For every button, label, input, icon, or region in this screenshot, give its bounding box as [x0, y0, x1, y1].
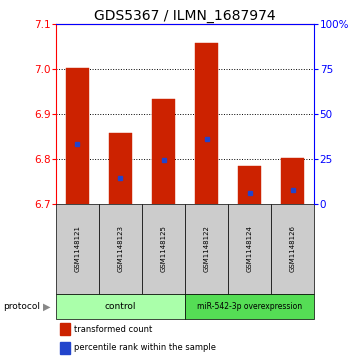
- Text: GSM1148121: GSM1148121: [74, 225, 81, 272]
- Bar: [195, 44, 218, 204]
- Bar: [281, 158, 304, 204]
- FancyBboxPatch shape: [185, 294, 314, 319]
- Text: transformed count: transformed count: [74, 325, 152, 334]
- Text: control: control: [105, 302, 136, 311]
- Bar: [109, 134, 132, 204]
- Text: protocol: protocol: [4, 302, 40, 311]
- FancyBboxPatch shape: [185, 204, 228, 294]
- Text: GSM1148122: GSM1148122: [204, 225, 209, 272]
- Bar: [60, 342, 70, 354]
- Text: GSM1148124: GSM1148124: [247, 225, 253, 272]
- FancyBboxPatch shape: [56, 204, 99, 294]
- Bar: [152, 99, 175, 204]
- Text: GSM1148126: GSM1148126: [290, 225, 296, 272]
- Text: miR-542-3p overexpression: miR-542-3p overexpression: [197, 302, 302, 311]
- Text: percentile rank within the sample: percentile rank within the sample: [74, 343, 216, 352]
- FancyBboxPatch shape: [271, 204, 314, 294]
- FancyBboxPatch shape: [228, 204, 271, 294]
- FancyBboxPatch shape: [142, 204, 185, 294]
- Text: GSM1148123: GSM1148123: [117, 225, 123, 272]
- Title: GDS5367 / ILMN_1687974: GDS5367 / ILMN_1687974: [94, 9, 276, 23]
- Text: ▶: ▶: [43, 301, 50, 311]
- FancyBboxPatch shape: [99, 204, 142, 294]
- Text: GSM1148125: GSM1148125: [161, 225, 166, 272]
- FancyBboxPatch shape: [56, 294, 185, 319]
- Bar: [60, 323, 70, 335]
- Bar: [238, 166, 261, 204]
- Bar: [66, 68, 89, 204]
